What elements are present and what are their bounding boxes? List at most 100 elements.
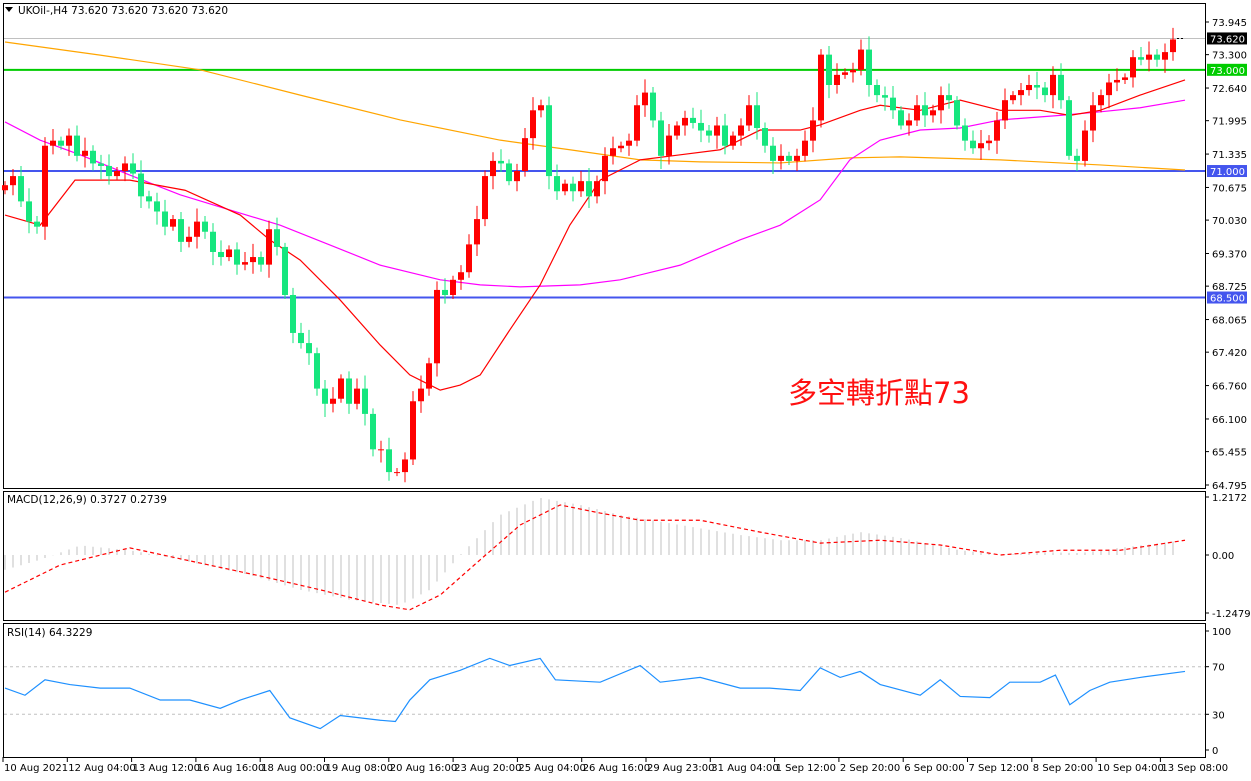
candle-body: [1162, 52, 1168, 60]
candle-body: [554, 176, 560, 192]
candle-body: [706, 130, 712, 136]
candle-body: [730, 135, 736, 146]
candle-body: [2, 185, 8, 191]
candle-body: [938, 95, 944, 111]
candle-body: [882, 95, 888, 98]
candle-body: [1042, 87, 1048, 96]
price-tick-label: 68.725: [1212, 282, 1247, 293]
candle-body: [322, 388, 328, 404]
candle-body: [74, 135, 80, 156]
candle-body: [226, 249, 232, 258]
candle-body: [626, 140, 632, 146]
annotation-text: 多空轉折點73: [788, 376, 970, 410]
candle-body: [10, 176, 16, 186]
candle-body: [386, 449, 392, 473]
candle-body: [314, 353, 320, 389]
dropdown-triangle-icon[interactable]: [5, 7, 13, 12]
candle-body: [658, 120, 664, 156]
price-tick-label: 72.640: [1212, 84, 1247, 95]
candle-body: [914, 105, 920, 121]
time-tick-label: 6 Sep 00:00: [904, 763, 964, 774]
candle-body: [826, 54, 832, 85]
candle-body: [994, 120, 1000, 141]
candle-body: [930, 110, 936, 116]
candle-body: [530, 110, 536, 139]
candle-body: [402, 459, 408, 473]
candle-body: [170, 219, 176, 227]
candle-body: [682, 117, 688, 126]
price-tick-label: 68.065: [1212, 316, 1247, 327]
candle-body: [1146, 54, 1152, 60]
candle-body: [290, 294, 296, 333]
candle-body: [1058, 74, 1064, 101]
last-price-tag: [1207, 32, 1247, 45]
candle-body: [738, 125, 744, 136]
candle-body: [242, 262, 248, 265]
candle-body: [1130, 57, 1136, 78]
candle-body: [346, 378, 352, 404]
candle-body: [482, 176, 488, 220]
candle-body: [986, 140, 992, 144]
candle-body: [1026, 84, 1032, 91]
candle-body: [1098, 95, 1104, 106]
price-tick-label: 70.030: [1212, 216, 1247, 227]
price-tick-label: 65.455: [1212, 448, 1247, 459]
candle-body: [146, 196, 152, 202]
candle-body: [338, 378, 344, 399]
time-tick-label: 23 Aug 20:00: [454, 763, 521, 774]
level-price-tag: [1207, 165, 1247, 178]
candle-body: [186, 236, 192, 242]
candle-body: [922, 105, 928, 116]
rsi-tick-label: 100: [1212, 627, 1231, 638]
candle-body: [858, 49, 864, 70]
candle-body: [1018, 90, 1024, 96]
candle-body: [714, 125, 720, 136]
candle-body: [746, 105, 752, 126]
candle-body: [410, 401, 416, 460]
candle-body: [490, 160, 496, 177]
symbol-header: UKOil-,H4 73.620 73.620 73.620 73.620: [18, 5, 228, 17]
level-price-tag-label: 68.500: [1210, 294, 1245, 305]
candle-body: [602, 155, 608, 182]
candle-body: [26, 201, 32, 222]
time-tick-label: 25 Aug 04:00: [518, 763, 585, 774]
candle-body: [570, 183, 576, 192]
main-panel: [3, 3, 1206, 489]
candle-body: [562, 183, 568, 192]
candle-body: [442, 289, 448, 295]
candle-body: [82, 150, 88, 156]
candle-body: [426, 363, 432, 389]
candle-body: [762, 128, 768, 146]
candle-body: [1122, 77, 1128, 80]
candle-body: [298, 332, 304, 344]
macd-tick-label: -1.2479: [1212, 609, 1251, 620]
candle-body: [234, 249, 240, 265]
candle-body: [898, 110, 904, 126]
candle-body: [362, 388, 368, 414]
candle-body: [674, 125, 680, 136]
candle-body: [810, 120, 816, 141]
level-price-tag: [1207, 291, 1247, 304]
candle-body: [266, 229, 272, 265]
rsi-tick-label: 70: [1212, 663, 1225, 674]
candle-body: [58, 140, 64, 146]
candle-body: [578, 181, 584, 192]
price-tick-label: 69.370: [1212, 250, 1247, 261]
candle-body: [1074, 155, 1080, 161]
rsi-title: RSI(14) 64.3229: [7, 627, 92, 639]
level-price-tag: [1207, 63, 1247, 76]
candle-body: [130, 163, 136, 174]
rsi-line: [4, 657, 1186, 730]
candle-body: [90, 150, 96, 164]
time-tick-label: 31 Aug 04:00: [711, 763, 778, 774]
candle-body: [1154, 54, 1160, 60]
candle-body: [946, 95, 952, 101]
candle-body: [378, 449, 384, 451]
price-tick-label: 71.335: [1212, 150, 1247, 161]
time-tick-label: 13 Sep 08:00: [1161, 763, 1228, 774]
candle-body: [690, 117, 696, 123]
rsi-tick-label: 30: [1212, 710, 1225, 721]
candle-body: [698, 122, 704, 131]
candle-body: [778, 155, 784, 161]
